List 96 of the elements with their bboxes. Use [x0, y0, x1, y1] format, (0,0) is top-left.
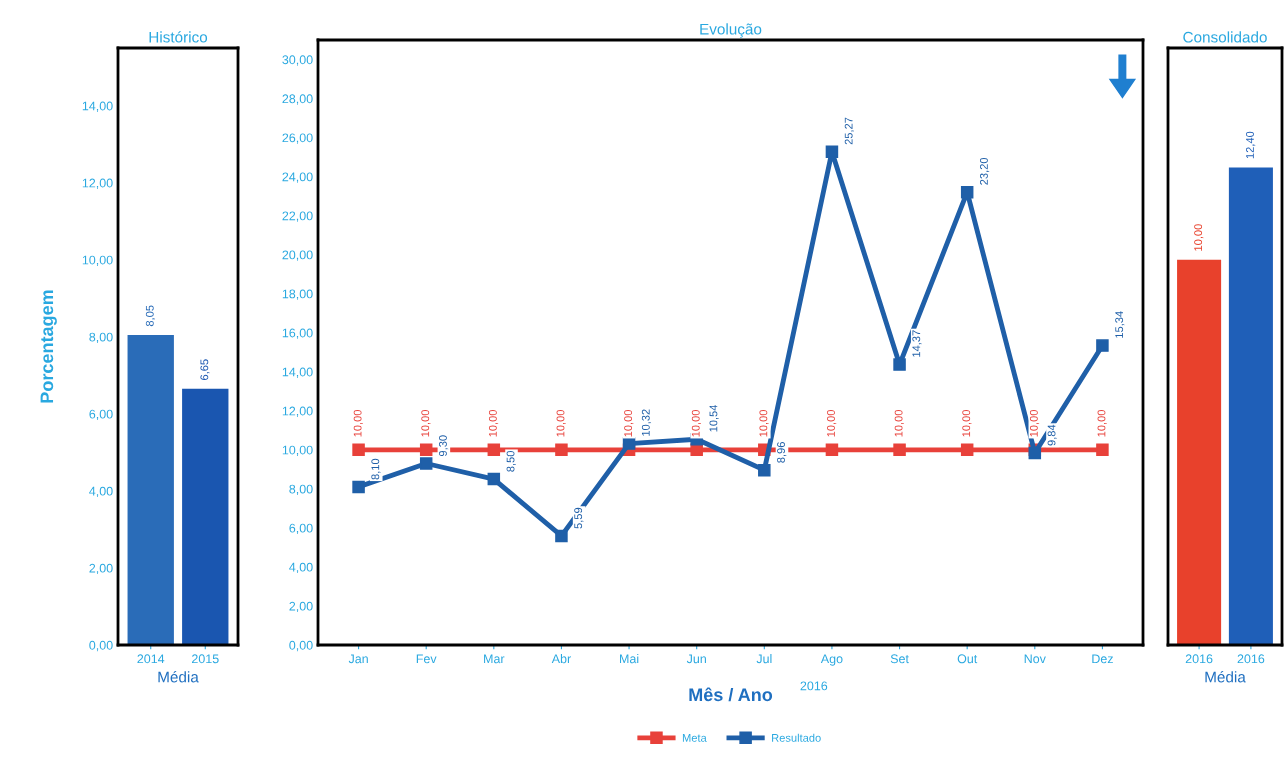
point — [622, 437, 636, 450]
y-tick-label: 4,00 — [89, 486, 113, 498]
data-label: 10,00 — [624, 409, 634, 437]
x-tick-label: Fev — [416, 654, 437, 664]
data-label: 15,34 — [1115, 311, 1125, 338]
x-tick-label: Dez — [1092, 654, 1113, 664]
legend-label: Resultado — [772, 733, 821, 742]
point — [825, 443, 839, 457]
data-label: 8,50 — [506, 450, 516, 472]
data-label: 9,30 — [438, 435, 449, 457]
chart-title: Consolidado — [1183, 31, 1267, 43]
point — [487, 472, 501, 486]
x-axis-title: Média — [158, 671, 199, 683]
point — [893, 358, 906, 371]
point — [555, 529, 568, 543]
data-label: 10,32 — [641, 409, 652, 436]
y-tick-label: 2,00 — [289, 601, 313, 613]
point — [960, 443, 974, 457]
data-label: 5,59 — [574, 507, 584, 529]
chart-title: Evolução — [700, 23, 762, 38]
x-tick-label: Mai — [620, 654, 639, 664]
text: 2016 — [800, 681, 828, 691]
y-tick-label: 6,00 — [89, 409, 113, 421]
point — [555, 443, 568, 457]
data-label: 8,96 — [777, 442, 787, 463]
y-tick-label: 14,00 — [282, 367, 313, 378]
x-tick-label: Mar — [484, 654, 505, 664]
y-tick-label: 0,00 — [89, 640, 113, 652]
y-tick-label: 26,00 — [282, 133, 313, 144]
data-label: 10,00 — [894, 409, 904, 437]
data-label: 12,40 — [1246, 131, 1256, 159]
data-label: 6,65 — [200, 359, 210, 380]
data-label: 10,00 — [1029, 409, 1040, 437]
point — [1096, 339, 1109, 352]
y-tick-label: 24,00 — [282, 172, 313, 183]
x-tick-label: Jul — [756, 654, 772, 664]
x-tick-label: 2015 — [192, 654, 219, 664]
data-label: 10,00 — [827, 409, 837, 437]
legend-label: Meta — [682, 734, 707, 742]
x-tick-label: 2016 — [1185, 654, 1213, 664]
x-tick-label: Set — [890, 654, 909, 664]
point — [825, 145, 839, 159]
point — [487, 443, 501, 457]
x-tick-label: Out — [957, 654, 978, 664]
y-tick-label: 20,00 — [282, 250, 313, 261]
data-label: 10,54 — [709, 404, 719, 432]
data-label: 10,00 — [556, 409, 566, 437]
point — [419, 443, 433, 457]
y-axis-title: Porcentagem — [40, 290, 57, 403]
data-label: 10,00 — [759, 409, 769, 437]
x-tick-label: 2014 — [137, 654, 165, 664]
y-tick-label: 16,00 — [282, 328, 313, 339]
y-tick-label: 22,00 — [282, 211, 313, 222]
x-tick-label: Ago — [820, 654, 843, 666]
data-label: 8,10 — [371, 458, 381, 480]
point — [893, 443, 906, 457]
x-tick-label: Jun — [686, 654, 706, 664]
y-tick-label: 10,00 — [282, 445, 313, 456]
data-label: 10,00 — [691, 409, 701, 437]
point — [352, 443, 365, 457]
x-axis-title: Média — [1205, 671, 1246, 683]
data-label: 10,00 — [1097, 409, 1107, 437]
data-label: 10,00 — [421, 409, 431, 437]
data-label: 25,27 — [844, 117, 854, 145]
point — [960, 185, 974, 199]
y-tick-label: 8,00 — [89, 332, 113, 343]
y-tick-label: 14,00 — [82, 101, 113, 112]
point — [419, 457, 433, 470]
x-tick-label: Abr — [551, 654, 571, 664]
y-tick-label: 8,00 — [289, 484, 313, 495]
x-tick-label: Jan — [348, 654, 368, 664]
y-tick-label: 10,00 — [82, 255, 113, 266]
point — [758, 463, 771, 477]
data-label: 9,84 — [1047, 424, 1057, 446]
data-label: 10,00 — [353, 409, 363, 437]
y-tick-label: 6,00 — [289, 523, 313, 535]
y-tick-label: 12,00 — [282, 406, 313, 417]
data-label: 10,00 — [962, 409, 972, 437]
x-tick-label: 2016 — [1237, 654, 1265, 664]
data-label: 23,20 — [979, 157, 990, 185]
x-tick-label: Nov — [1024, 654, 1046, 664]
y-tick-label: 4,00 — [289, 562, 313, 574]
y-tick-label: 18,00 — [282, 289, 313, 300]
chart-title: Histórico — [149, 31, 208, 43]
data-label: 10,00 — [1194, 224, 1204, 251]
point — [1096, 443, 1109, 457]
data-label: 10,00 — [488, 409, 499, 437]
y-tick-label: 30,00 — [282, 55, 313, 66]
y-tick-label: 0,00 — [289, 640, 313, 652]
data-label: 14,37 — [912, 330, 922, 357]
data-label: 8,05 — [145, 305, 156, 327]
y-tick-label: 2,00 — [89, 563, 113, 575]
point — [352, 480, 365, 494]
x-axis-title: Mês / Ano — [689, 687, 773, 702]
y-tick-label: 28,00 — [282, 94, 313, 105]
y-tick-label: 12,00 — [82, 178, 113, 189]
